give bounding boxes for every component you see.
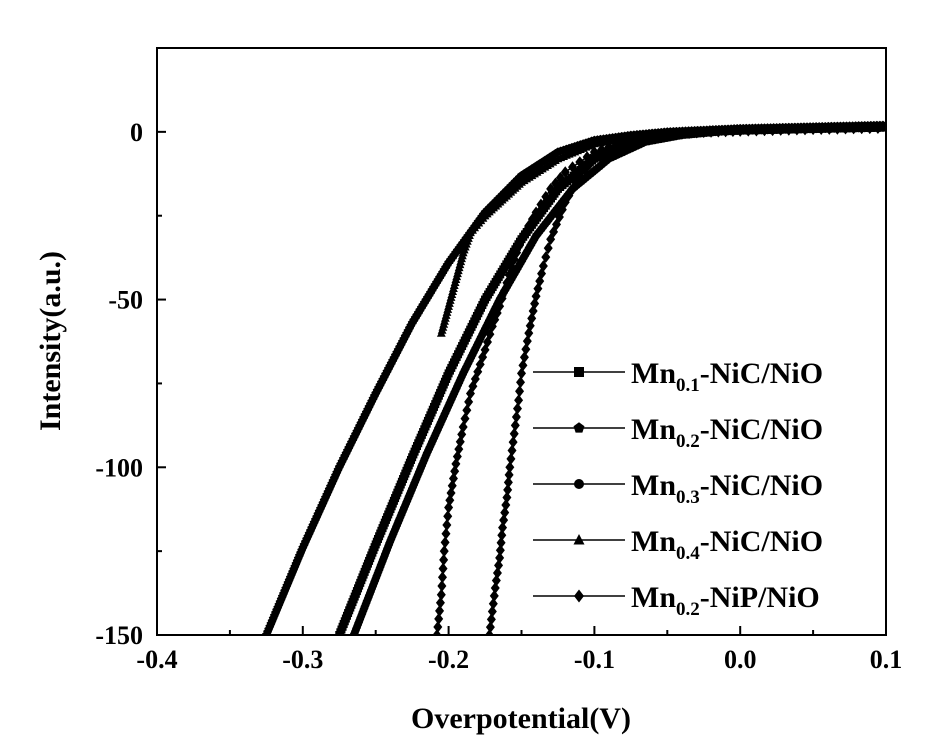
- y-tick-label: -100: [95, 453, 143, 482]
- legend-label: Mn0.3-NiC/NiO: [631, 469, 823, 508]
- legend-marker: [574, 422, 585, 432]
- data-point: [521, 343, 530, 355]
- x-tick-label: 0.0: [724, 645, 757, 674]
- x-tick-label: -0.3: [282, 645, 323, 674]
- legend-label: Mn0.1-NiC/NiO: [631, 357, 823, 396]
- series-triangle: [437, 123, 887, 337]
- y-tick-label: -150: [95, 621, 143, 650]
- legend-marker: [574, 367, 584, 377]
- legend: Mn0.1-NiC/NiO Mn0.2-NiC/NiO Mn0.3-NiC/NiO M…: [533, 357, 823, 620]
- data-point: [514, 394, 523, 406]
- data-point: [518, 359, 527, 371]
- x-axis: -0.4-0.3-0.2-0.10.00.1: [136, 626, 902, 674]
- y-tick-label: -50: [108, 286, 143, 315]
- x-tick-label: -0.2: [428, 645, 469, 674]
- data-point: [464, 396, 473, 408]
- data-point: [515, 385, 524, 397]
- data-point: [520, 351, 529, 363]
- legend-marker: [574, 590, 584, 603]
- y-tick-label: 0: [130, 118, 143, 147]
- legend-label: Mn0.2-NiP/NiO: [631, 581, 820, 620]
- x-axis-title: Overpotential(V): [411, 702, 631, 735]
- data-point: [461, 413, 470, 425]
- y-axis-title: Intensity(a.u.): [34, 251, 67, 431]
- x-tick-label: -0.1: [574, 645, 615, 674]
- data-point: [516, 376, 525, 388]
- series-line: [441, 128, 886, 333]
- data-point: [462, 404, 471, 416]
- data-point: [523, 335, 532, 347]
- legend-label: Mn0.2-NiC/NiO: [631, 413, 823, 452]
- data-point: [517, 368, 526, 380]
- y-axis: 0 -50 -100 -150: [95, 48, 166, 650]
- x-tick-label: 0.1: [870, 645, 903, 674]
- legend-label: Mn0.4-NiC/NiO: [631, 525, 823, 564]
- legend-marker: [574, 479, 584, 489]
